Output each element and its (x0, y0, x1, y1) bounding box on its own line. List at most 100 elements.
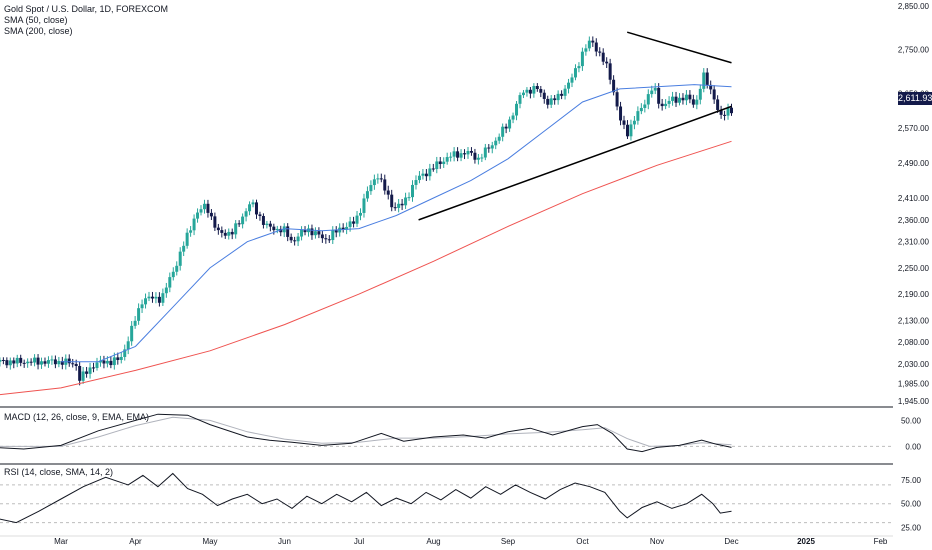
candle-body (681, 97, 685, 101)
candle-body (577, 66, 581, 69)
candle-body (723, 114, 727, 116)
candle-body (209, 212, 213, 217)
candle-body (171, 271, 175, 278)
candle-body (386, 190, 390, 195)
rsi-legend: RSI (14, close, SMA, 14, 2) (4, 467, 114, 477)
candle-body (293, 240, 297, 242)
candle-body (178, 251, 182, 266)
candle-body (147, 296, 151, 299)
candle-body (67, 358, 71, 364)
candle-body (591, 40, 595, 43)
candle-body (268, 223, 272, 227)
candle-body (684, 94, 688, 101)
candle-body (272, 226, 276, 231)
candle-body (154, 296, 158, 299)
candle-body (296, 236, 300, 242)
price-axis-tick: 1,945.00 (898, 397, 930, 406)
candle-body (230, 231, 234, 235)
candle-body (313, 231, 317, 236)
candle-body (619, 106, 623, 121)
candle-body (511, 115, 515, 120)
candle-body (445, 157, 449, 162)
candle-body (81, 371, 85, 381)
candle-body (580, 51, 584, 67)
time-axis-tick: Nov (650, 537, 664, 546)
candle-body (456, 151, 460, 158)
candle-body (417, 175, 421, 181)
sma200-legend: SMA (200, close) (4, 26, 73, 36)
candle-body (46, 360, 50, 364)
candle-body (355, 215, 359, 224)
rsi-axis-tick: 50.00 (901, 500, 922, 509)
candle-body (494, 140, 498, 146)
candle-body (352, 221, 356, 224)
time-axis-tick: Jun (278, 537, 291, 546)
candle-body (594, 42, 598, 52)
candle-body (390, 194, 394, 208)
macd-legend: MACD (12, 26, close, 9, EMA, EMA) (4, 412, 150, 422)
candle-body (698, 88, 702, 100)
candle-body (92, 367, 96, 369)
candle-body (244, 211, 248, 217)
candle-body (400, 203, 404, 206)
candle-body (490, 145, 494, 149)
candle-body (674, 96, 678, 103)
candle-body (469, 150, 473, 153)
time-axis-tick: Jul (354, 537, 364, 546)
price-axis-tick: 2,080.00 (898, 338, 930, 347)
candle-body (639, 107, 643, 112)
time-axis-tick: Oct (576, 537, 589, 546)
candle-body (57, 360, 61, 365)
candle-body (8, 360, 12, 366)
time-axis-tick: Sep (501, 537, 516, 546)
sma200-line (0, 140, 732, 396)
candle-body (317, 231, 321, 235)
price-axis-tick: 2,130.00 (898, 316, 930, 325)
candle-body (126, 341, 130, 350)
price-axis-tick: 2,250.00 (898, 264, 930, 273)
candle-body (33, 357, 37, 363)
candle-body (286, 226, 290, 237)
price-axis-tick: 1,985.00 (898, 380, 930, 389)
candle-body (567, 82, 571, 89)
last-price-badge: 2,611.93 (898, 92, 932, 105)
candle-body (726, 107, 730, 116)
candle-body (428, 168, 432, 177)
candle-body (227, 231, 231, 236)
price-axis-tick: 2,850.00 (898, 2, 930, 11)
candle-body (497, 136, 501, 141)
candle-body (622, 120, 626, 125)
candle-body (303, 229, 307, 233)
candle-body (189, 230, 193, 233)
candle-body (421, 173, 425, 176)
candle-body (504, 126, 508, 129)
candle-body (598, 51, 602, 53)
candle-body (1, 359, 5, 361)
candle-body (397, 203, 401, 208)
candle-body (282, 226, 286, 233)
candle-body (414, 180, 418, 185)
candle-body (199, 209, 203, 213)
candle-body (15, 357, 19, 364)
candle-body (185, 232, 189, 246)
candle-body (487, 147, 491, 149)
candle-body (279, 228, 283, 233)
candle-body (587, 40, 591, 49)
candle-body (424, 173, 428, 177)
candle-body (310, 228, 314, 236)
candle-body (261, 216, 265, 225)
candle-body (53, 359, 57, 365)
candle-body (556, 93, 560, 101)
candle-body (671, 96, 675, 101)
macd-signal-line (0, 416, 732, 447)
candle-body (137, 308, 141, 321)
candle-body (369, 185, 373, 192)
candle-body (102, 360, 106, 364)
candle-body (521, 92, 525, 96)
candle-body (362, 198, 366, 213)
candle-body (383, 179, 387, 191)
candle-body (476, 157, 480, 160)
candle-body (112, 357, 116, 366)
candle-body (691, 99, 695, 105)
candle-body (251, 202, 255, 205)
